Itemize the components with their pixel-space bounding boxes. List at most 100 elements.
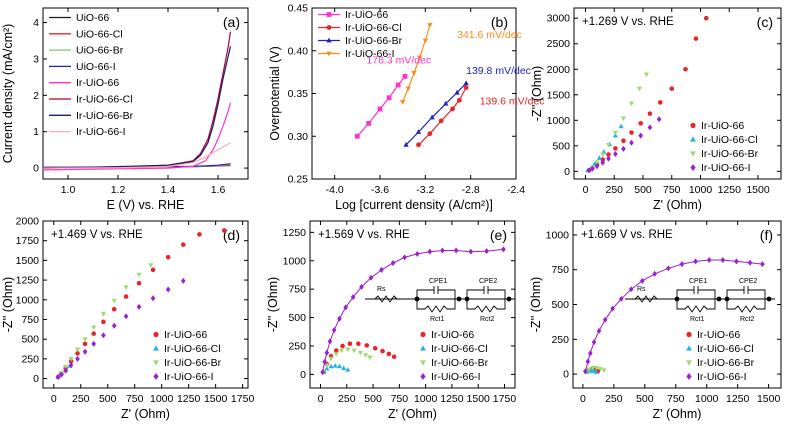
x-tick-label: 750 <box>391 393 409 405</box>
data-point <box>327 338 333 345</box>
data-point <box>91 340 97 347</box>
y-axis-label: -Z'' (Ohm) <box>529 277 543 332</box>
x-tick-label: 1.4 <box>161 184 176 196</box>
circuit-label: Rct2 <box>480 316 495 323</box>
y-tick-label: 0.30 <box>288 131 309 143</box>
legend-marker <box>690 151 696 157</box>
data-point <box>221 228 227 233</box>
data-point <box>693 36 699 41</box>
data-point <box>438 118 444 124</box>
series-line <box>42 142 231 169</box>
series-ir-uio-66-cl <box>585 123 624 173</box>
panel-label: (e) <box>490 227 507 243</box>
legend-label: Ir-UiO-66-Br <box>164 357 222 369</box>
legend-marker <box>690 122 696 129</box>
legend-marker <box>686 345 692 351</box>
y-tick-label: 250 <box>551 334 569 346</box>
rct-resistor <box>416 299 456 313</box>
data-point <box>367 355 373 361</box>
legend-label: Ir-UiO-66-I <box>164 371 214 383</box>
plot-frame <box>573 7 782 180</box>
series-ir-uio-66-i <box>400 23 433 105</box>
cpe-element <box>726 286 766 299</box>
x-tick-label: 1750 <box>231 393 255 405</box>
data-point <box>391 354 397 360</box>
data-point <box>601 149 607 154</box>
y-tick-label: 250 <box>288 340 306 352</box>
data-point <box>585 358 591 365</box>
data-point <box>165 286 171 293</box>
legend-marker <box>326 25 332 30</box>
legend-label: Ir-UiO-66 <box>697 329 740 341</box>
series-ir-uio-66-br <box>321 347 373 375</box>
x-tick-label: 1000 <box>150 393 174 405</box>
data-point <box>602 316 608 323</box>
data-point <box>380 348 385 354</box>
data-point <box>341 365 347 370</box>
legend-marker <box>420 373 426 380</box>
data-point <box>427 131 433 137</box>
data-point <box>68 362 74 369</box>
data-point <box>463 80 469 86</box>
y-tick-label: 750 <box>288 284 306 296</box>
data-point <box>324 365 330 371</box>
x-tick-label: 250 <box>605 184 623 196</box>
data-point <box>679 261 685 268</box>
data-point <box>180 242 186 247</box>
data-point <box>600 157 606 162</box>
data-point <box>706 256 712 263</box>
legend-label: Ir-UiO-66-Br <box>697 357 755 369</box>
data-point <box>594 160 600 165</box>
data-point <box>150 295 156 302</box>
data-point <box>75 351 80 356</box>
legend-label: Ir-UiO-66-I <box>697 371 747 383</box>
legend-label: Ir-UiO-66 <box>164 329 207 341</box>
x-tick-label: 500 <box>634 184 652 196</box>
rs-resistor <box>634 295 658 303</box>
data-point <box>136 272 142 278</box>
legend-marker <box>686 373 692 380</box>
data-point <box>333 348 339 353</box>
y-tick-label: 1000 <box>546 229 570 241</box>
plot-frame <box>42 7 249 180</box>
data-point <box>484 248 489 255</box>
panel-f: 0 250 500 750 1000 1250 1500 0 250 500 750 1000 Z' (… <box>529 220 782 421</box>
y-tick-label: 1500 <box>16 255 40 267</box>
data-point <box>343 304 349 311</box>
data-point <box>637 86 643 92</box>
data-point <box>411 71 417 76</box>
data-point <box>366 121 372 126</box>
y-tick-label: 3000 <box>547 13 571 25</box>
data-point <box>605 142 612 148</box>
y-tick-label: 500 <box>552 140 570 152</box>
circuit-label: Rs <box>377 286 386 293</box>
legend: Ir-UiO-66 Ir-UiO-66-Cl Ir-UiO-66-Br Ir-UiO-… <box>690 120 759 174</box>
cpe-element <box>676 286 716 299</box>
legend: Ir-UiO-66 Ir-UiO-66-Cl Ir-UiO-66-Br Ir-UiO-… <box>153 329 222 383</box>
y-tick-label: 1 <box>33 126 39 138</box>
data-point <box>123 313 129 320</box>
data-point <box>594 163 600 170</box>
series-line <box>418 87 467 146</box>
plot-frame <box>309 220 516 389</box>
data-point <box>613 146 618 151</box>
data-point <box>703 15 709 21</box>
legend-label: Ir-UiO-66-Cl <box>701 134 758 146</box>
x-tick-label: 1000 <box>414 393 438 405</box>
data-point <box>337 315 342 322</box>
y-tick-label: 2000 <box>547 64 571 76</box>
data-point <box>363 353 369 358</box>
legend-marker <box>153 345 159 351</box>
data-point <box>427 248 433 255</box>
data-point <box>760 261 765 268</box>
y-tick-label: 500 <box>21 334 39 346</box>
legend-label: Ir-UiO-66-Br <box>701 148 759 160</box>
data-point <box>427 23 433 28</box>
circuit-label: Rct1 <box>690 316 705 323</box>
data-point <box>629 139 634 146</box>
data-point <box>734 258 739 265</box>
data-point <box>59 371 64 378</box>
x-tick-label: 500 <box>636 393 654 405</box>
circuit-node <box>456 296 462 302</box>
